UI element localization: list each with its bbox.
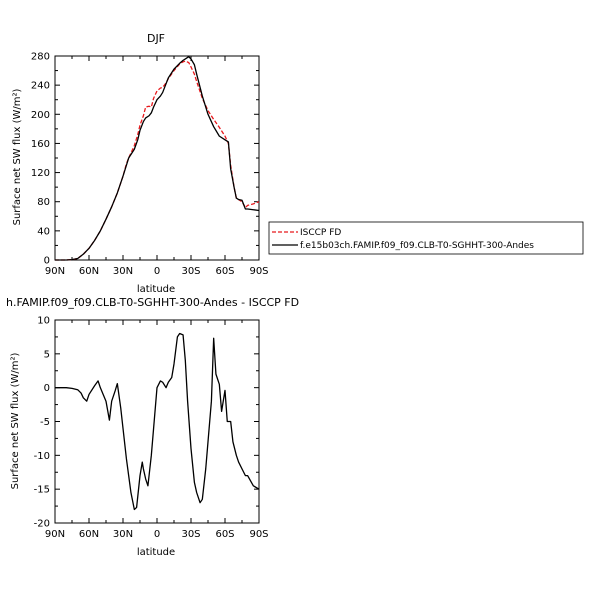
top-chart-x-tick-label: 60S (215, 266, 234, 277)
bottom-chart-y-tick-label: 10 (37, 316, 50, 327)
bottom-chart-y-tick-label: -15 (34, 485, 50, 496)
bottom-chart-xlabel: latitude (137, 547, 175, 558)
top-chart-x-tick-label: 90S (249, 266, 268, 277)
top-chart-frame (54, 55, 260, 261)
bottom-chart-y-tick-label: -20 (34, 519, 50, 530)
bottom-chart-x-tick-label: 0 (154, 529, 160, 540)
bottom-chart-axes: 90N 60N 30N 0 30S 60S 90S -20 -15 -10 -5 0 5 10 (34, 316, 269, 541)
bottom-chart-x-tick-label: 90S (249, 529, 268, 540)
top-chart: DJF 90N 60N 30N 0 30S 60S 90S 0 40 80 120 160 200 240… (12, 32, 269, 295)
top-chart-series-line-1 (55, 56, 260, 261)
bottom-chart-title: h.FAMIP.f09_f09.CLB-T0-SGHHT-300-Andes -… (6, 296, 299, 309)
top-chart-ylabel: Surface net SW flux (W/m²) (12, 88, 23, 225)
bottom-chart-ylabel: Surface net SW flux (W/m²) (10, 352, 21, 489)
bottom-chart-x-tick-label: 60S (215, 529, 234, 540)
top-chart-y-tick-label: 0 (44, 256, 50, 267)
bottom-chart-x-tick-label: 90N (45, 529, 65, 540)
top-chart-y-tick-label: 280 (31, 52, 50, 63)
legend-label-model: f.e15b03ch.FAMIP.f09_f09.CLB-T0-SGHHT-30… (300, 241, 534, 251)
legend-box (268, 221, 584, 255)
legend: ISCCP FD f.e15b03ch.FAMIP.f09_f09.CLB-T0… (268, 221, 584, 255)
bottom-chart: h.FAMIP.f09_f09.CLB-T0-SGHHT-300-Andes -… (6, 296, 299, 558)
bottom-chart-y-tick-label: -5 (40, 417, 50, 428)
top-chart-title: DJF (147, 32, 165, 45)
top-chart-x-tick-label: 30N (113, 266, 133, 277)
bottom-chart-x-tick-label: 30S (181, 529, 200, 540)
top-chart-y-tick-label: 160 (31, 139, 50, 150)
top-chart-axes: 90N 60N 30N 0 30S 60S 90S 0 40 80 120 160 200 240 280 (31, 52, 269, 278)
top-chart-series-line-0 (55, 60, 260, 261)
legend-label-isccp: ISCCP FD (300, 228, 341, 238)
bottom-chart-lines (55, 332, 260, 511)
top-chart-y-tick-label: 40 (37, 226, 50, 237)
top-chart-x-tick-label: 30S (181, 266, 200, 277)
bottom-chart-series-line-0 (55, 332, 260, 511)
top-chart-lines (55, 56, 260, 261)
top-chart-x-tick-label: 90N (45, 266, 65, 277)
bottom-chart-y-tick-label: 5 (44, 349, 50, 360)
top-chart-y-tick-label: 80 (37, 197, 50, 208)
top-chart-x-tick-label: 0 (154, 266, 160, 277)
top-chart-xlabel: latitude (137, 284, 175, 295)
top-chart-y-tick-label: 120 (31, 168, 50, 179)
bottom-chart-y-tick-label: -10 (34, 451, 50, 462)
bottom-chart-x-tick-label: 60N (79, 529, 99, 540)
top-chart-y-tick-label: 240 (31, 81, 50, 92)
top-chart-x-tick-label: 60N (79, 266, 99, 277)
bottom-chart-x-tick-label: 30N (113, 529, 133, 540)
bottom-chart-y-tick-label: 0 (44, 383, 50, 394)
top-chart-y-tick-label: 200 (31, 110, 50, 121)
